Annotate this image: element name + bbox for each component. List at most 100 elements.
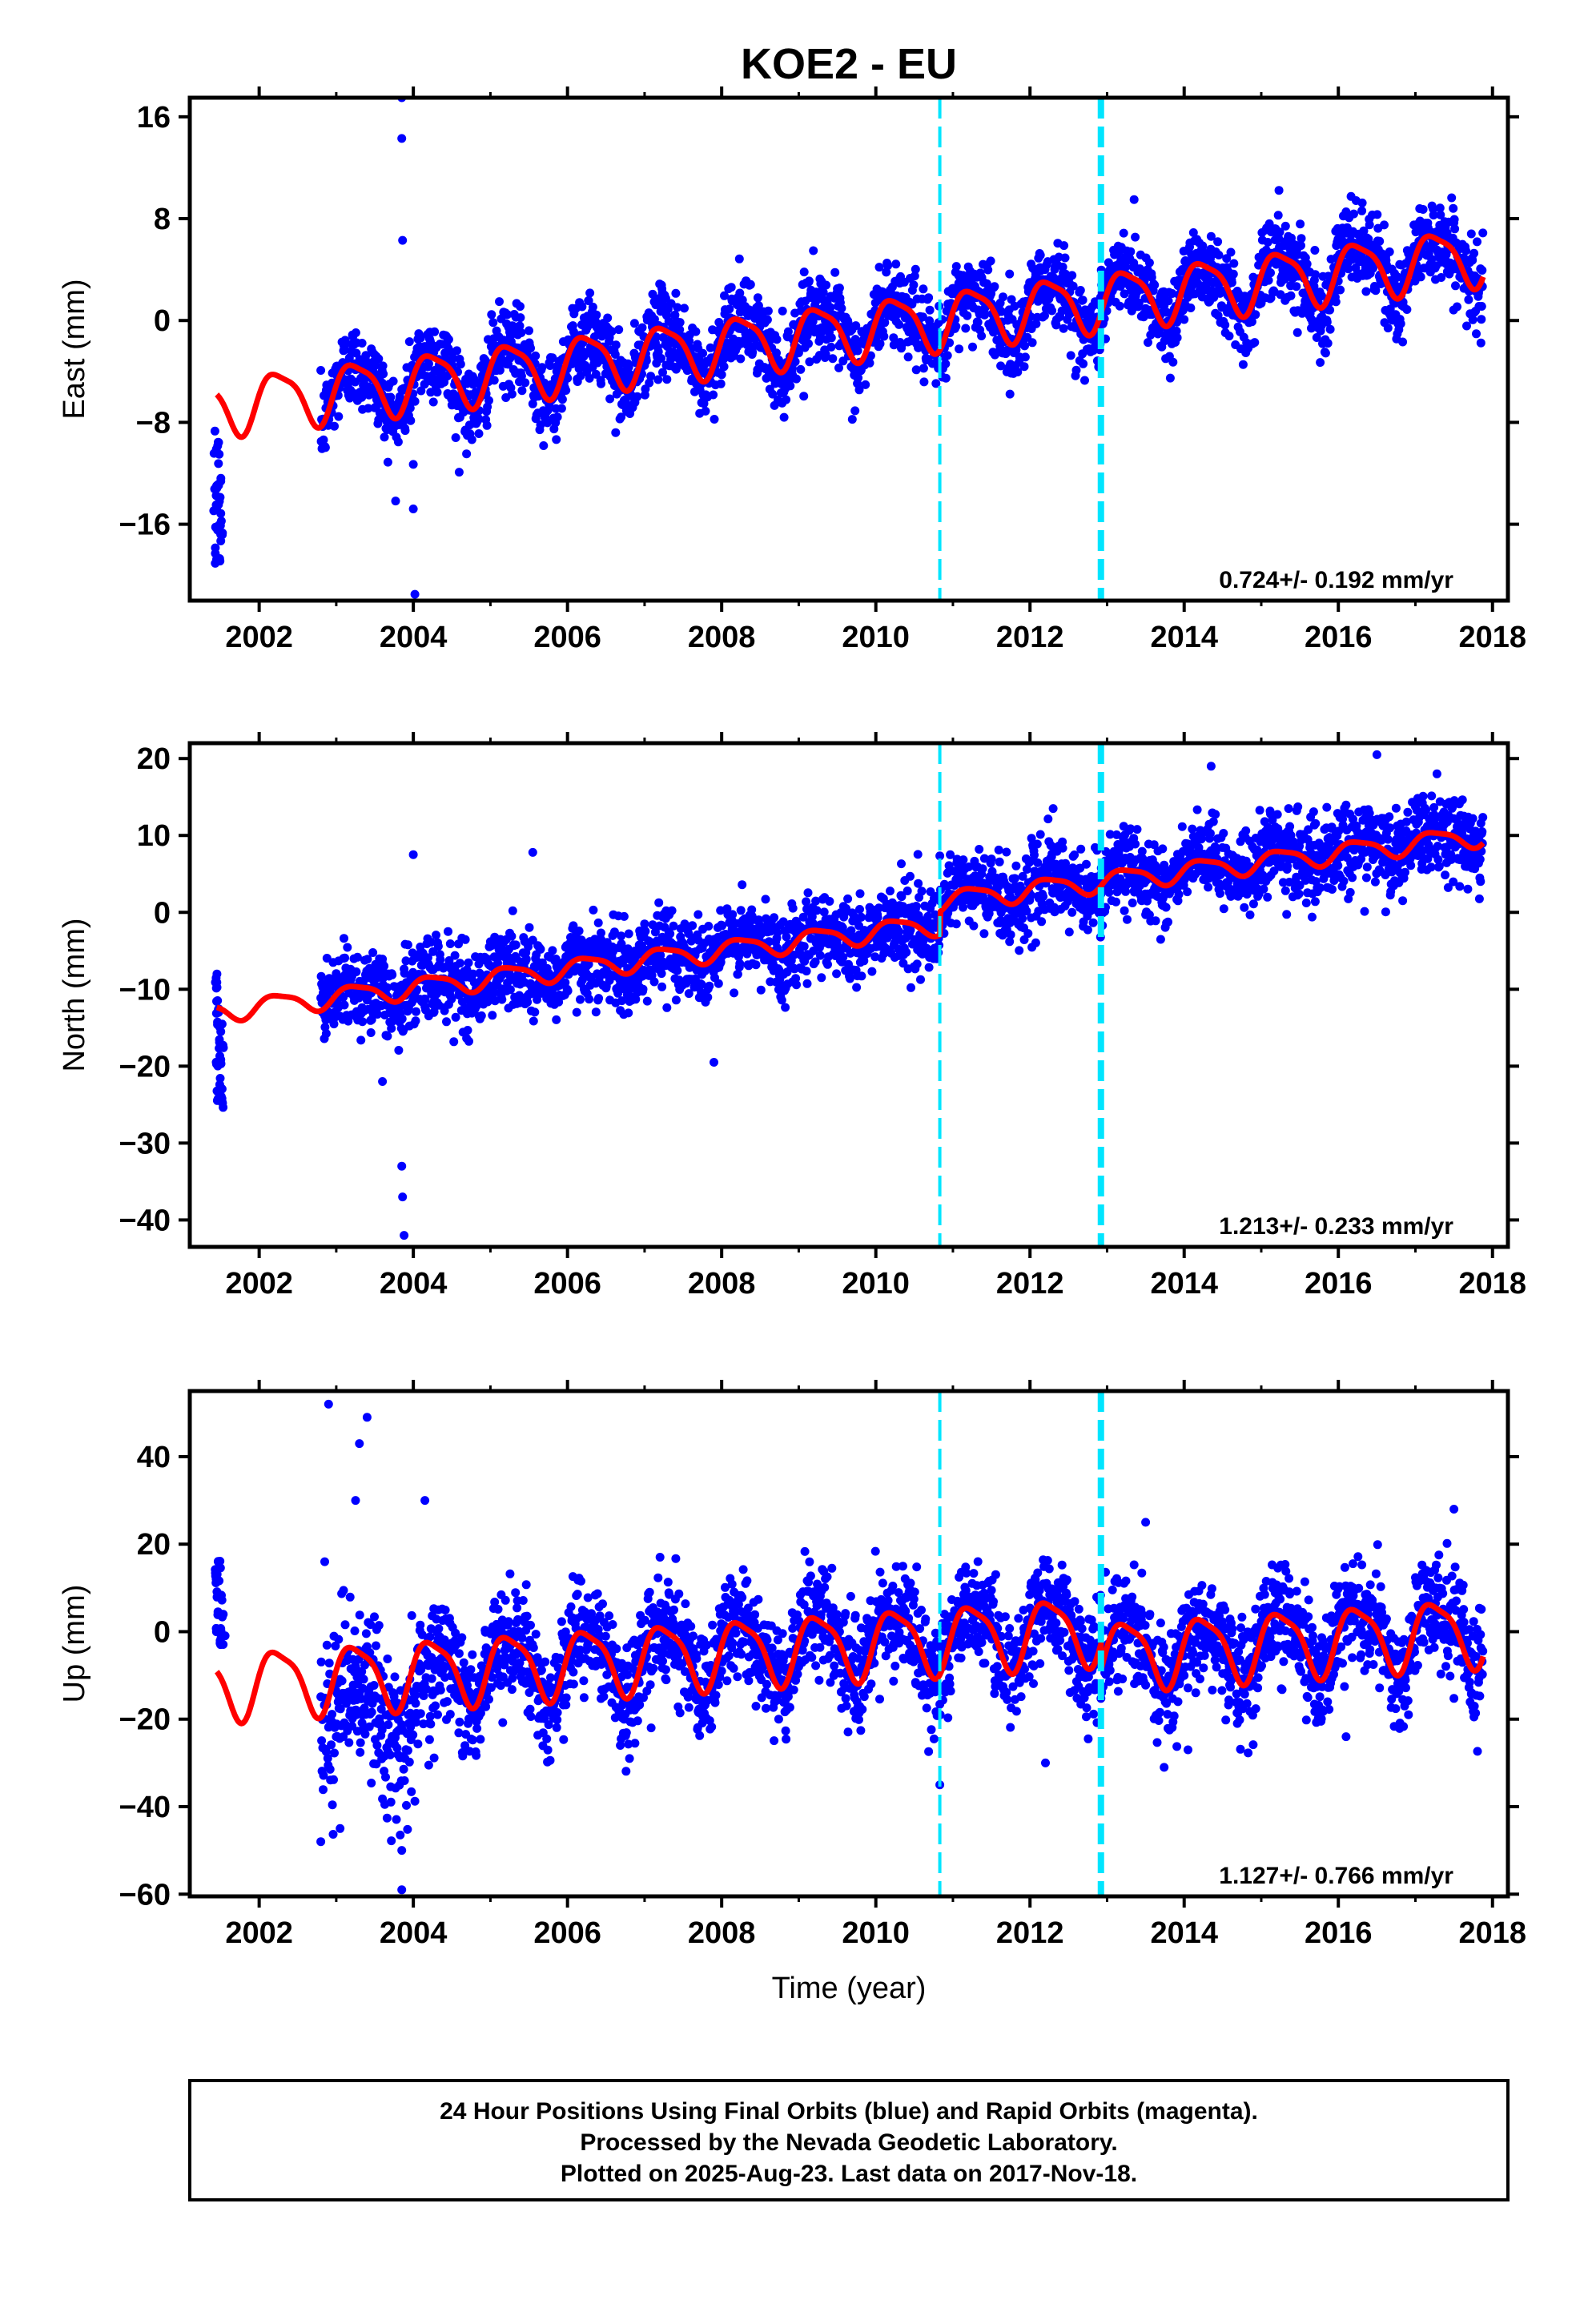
data-point (448, 353, 458, 363)
data-point (720, 291, 729, 300)
data-point (340, 1000, 349, 1010)
x-tick-label: 2016 (1305, 621, 1373, 654)
data-point (822, 280, 831, 290)
data-point (444, 927, 452, 936)
data-point (388, 970, 397, 979)
data-point (428, 397, 438, 407)
data-point (591, 1007, 601, 1017)
data-point (975, 845, 984, 854)
data-point (843, 318, 853, 328)
data-point (786, 381, 795, 391)
data-point (1213, 311, 1223, 320)
data-point (903, 352, 913, 362)
data-point (968, 342, 977, 352)
data-point (778, 306, 787, 316)
y-tick-label: −16 (119, 509, 171, 542)
data-point (673, 966, 682, 975)
data-point (941, 359, 951, 368)
data-point (772, 335, 782, 344)
data-point (1293, 328, 1302, 337)
data-point (216, 509, 226, 518)
data-point (536, 944, 545, 954)
data-point (855, 905, 864, 914)
data-point (505, 985, 515, 995)
data-point (657, 982, 667, 991)
data-point (1164, 296, 1173, 306)
data-point (605, 394, 615, 404)
data-point (951, 322, 961, 332)
data-point (1310, 270, 1320, 279)
data-point (611, 340, 621, 350)
data-point (1027, 338, 1037, 348)
data-point (1449, 203, 1458, 213)
data-point (584, 296, 593, 305)
data-point (1013, 368, 1023, 376)
data-point (1007, 295, 1016, 304)
data-point (673, 303, 682, 312)
data-point (553, 412, 562, 422)
data-point (633, 392, 642, 401)
data-point (889, 333, 899, 343)
data-point (449, 1037, 459, 1047)
data-point (856, 912, 866, 922)
data-point (1317, 292, 1326, 300)
data-point (1477, 266, 1487, 275)
data-point (614, 325, 624, 335)
x-tick-label: 2002 (225, 621, 293, 654)
data-point (1383, 324, 1393, 333)
data-point (799, 392, 809, 401)
data-point (865, 358, 874, 368)
data-point (525, 326, 533, 336)
data-point (1059, 241, 1069, 251)
figure-title: KOE2 - EU (741, 40, 957, 88)
data-point (756, 985, 766, 995)
data-point (924, 293, 934, 303)
data-point (703, 992, 713, 1002)
data-point (411, 1016, 420, 1026)
data-point (340, 953, 349, 963)
data-point (340, 934, 348, 943)
data-point (495, 365, 505, 375)
data-point (925, 316, 935, 325)
data-point (1266, 268, 1275, 278)
data-point (1043, 814, 1053, 824)
data-point (902, 947, 911, 957)
data-point (585, 373, 594, 383)
data-point (1010, 874, 1019, 883)
data-point (511, 940, 521, 950)
data-point (530, 1007, 540, 1017)
data-point (487, 310, 497, 320)
data-point (577, 302, 587, 312)
data-point (914, 879, 923, 888)
data-point (990, 282, 999, 292)
data-point (1369, 263, 1377, 273)
data-point (334, 412, 344, 421)
data-point (738, 880, 747, 890)
x-tick-label: 2010 (842, 621, 910, 654)
data-point (1402, 305, 1412, 314)
data-point (746, 279, 755, 289)
data-point (517, 372, 526, 381)
data-point (1418, 205, 1428, 214)
data-point (364, 404, 373, 413)
data-point (651, 332, 661, 342)
data-point (1325, 305, 1335, 315)
data-point (1322, 317, 1332, 327)
data-point (1398, 337, 1408, 347)
data-point (1264, 275, 1273, 285)
outlier-point (1129, 195, 1139, 204)
data-point (383, 1031, 392, 1041)
data-point (675, 325, 685, 335)
data-point (1325, 324, 1335, 334)
data-point (597, 379, 605, 388)
data-point (802, 979, 812, 988)
data-point (444, 335, 453, 344)
data-point (1461, 246, 1470, 255)
data-point (691, 327, 701, 336)
data-point (987, 854, 996, 864)
data-point (671, 995, 681, 1005)
data-point (1385, 247, 1394, 256)
data-point (1468, 315, 1477, 324)
x-tick-label: 2018 (1458, 621, 1526, 654)
data-point (430, 327, 440, 336)
